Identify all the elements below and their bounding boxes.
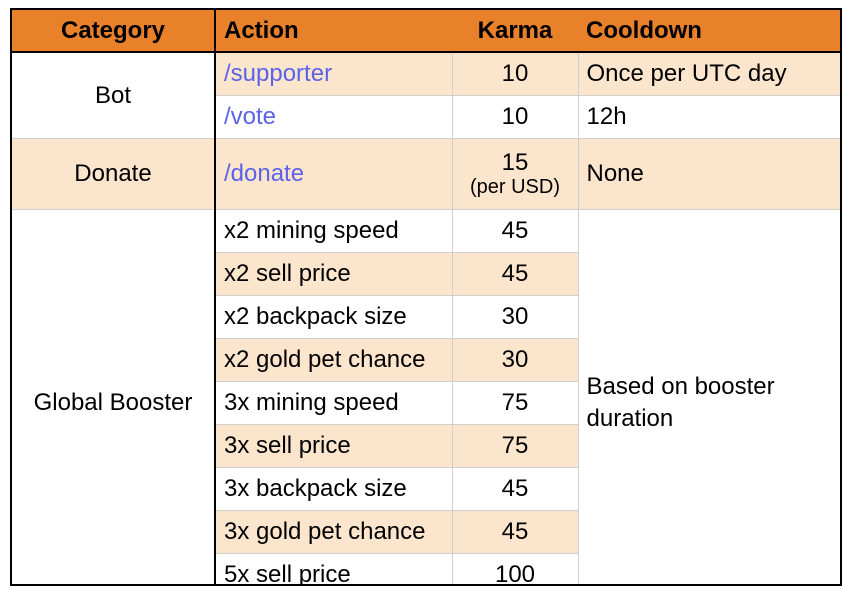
- action-cell: x2 backpack size: [215, 295, 453, 339]
- action-cell-vote[interactable]: /vote: [215, 95, 453, 139]
- karma-cell: 75: [451, 424, 579, 468]
- karma-cell: 15 (per USD): [451, 138, 579, 210]
- header-action: Action: [215, 10, 452, 53]
- category-cell-bot: Bot: [12, 51, 216, 139]
- category-cell-global-booster: Global Booster: [12, 209, 216, 584]
- header-karma: Karma: [452, 10, 578, 53]
- karma-cell: 45: [451, 467, 579, 511]
- header-cooldown: Cooldown: [578, 10, 840, 53]
- cooldown-cell-booster: Based on booster duration: [577, 209, 840, 584]
- karma-cell: 45: [451, 252, 579, 296]
- action-cell-donate[interactable]: /donate: [215, 138, 453, 210]
- header-category: Category: [12, 10, 216, 53]
- karma-cell: 30: [451, 338, 579, 382]
- karma-cell: 10: [451, 51, 579, 96]
- action-cell: 5x sell price: [215, 553, 453, 584]
- table-row: 3x backpack size 45: [12, 467, 840, 511]
- action-cell: 3x mining speed: [215, 381, 453, 425]
- karma-value: 15: [501, 149, 529, 176]
- karma-cell: 10: [451, 95, 579, 139]
- cooldown-cell: None: [577, 138, 840, 210]
- table-row: /vote 10 12h: [12, 95, 840, 139]
- table-row: Global Booster x2 mining speed 45 Based …: [12, 209, 840, 584]
- action-cell: x2 sell price: [215, 252, 453, 296]
- table-row: 5x sell price 100: [12, 553, 840, 584]
- cooldown-cell: 12h: [577, 95, 840, 139]
- action-cell-supporter[interactable]: /supporter: [215, 51, 453, 96]
- table-row: Donate /donate 15 (per USD) None: [12, 138, 840, 210]
- action-cell: x2 mining speed: [215, 209, 453, 253]
- karma-cell: 100: [451, 553, 579, 584]
- header-row: Category Action Karma Cooldown: [12, 10, 840, 53]
- action-cell: 3x sell price: [215, 424, 453, 468]
- table-row: x2 gold pet chance 30: [12, 338, 840, 382]
- karma-cell: 30: [451, 295, 579, 339]
- karma-table: Category Action Karma Cooldown Bot /supp…: [12, 10, 840, 584]
- karma-note: (per USD): [469, 176, 560, 198]
- table-row: 3x gold pet chance 45: [12, 510, 840, 554]
- karma-table-container: Category Action Karma Cooldown Bot /supp…: [10, 8, 842, 586]
- category-cell-donate: Donate: [12, 138, 216, 210]
- table-row: x2 sell price 45: [12, 252, 840, 296]
- karma-cell: 45: [451, 209, 579, 253]
- table-row: Bot /supporter 10 Once per UTC day: [12, 51, 840, 139]
- table-row: 3x sell price 75: [12, 424, 840, 468]
- karma-cell: 45: [451, 510, 579, 554]
- action-cell: 3x gold pet chance: [215, 510, 453, 554]
- table-row: x2 backpack size 30: [12, 295, 840, 339]
- cooldown-cell: Once per UTC day: [577, 51, 840, 96]
- karma-cell: 75: [451, 381, 579, 425]
- table-row: 3x mining speed 75: [12, 381, 840, 425]
- action-cell: x2 gold pet chance: [215, 338, 453, 382]
- action-cell: 3x backpack size: [215, 467, 453, 511]
